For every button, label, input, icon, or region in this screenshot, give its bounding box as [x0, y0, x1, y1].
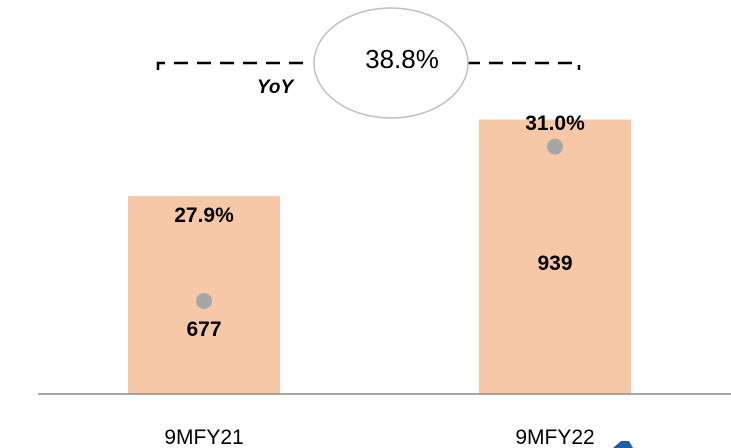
bar-9MFY22 [479, 119, 631, 394]
margin-label-9MFY21: 27.9% [174, 204, 234, 227]
yoy-label: YoY [257, 77, 296, 98]
x-tick-label-9MFY22: 9MFY22 [515, 426, 594, 448]
margin-marker-9MFY22 [547, 138, 563, 155]
yoy-growth-bubble [313, 7, 469, 119]
bars-layer [128, 119, 631, 394]
x-tick-label-9MFY21: 9MFY21 [164, 426, 243, 448]
yoy-bracket-right [466, 61, 581, 70]
yoy-growth-value: 38.8% [365, 44, 439, 74]
yoy-bracket-left [156, 61, 312, 70]
bar-value-label-9MFY22: 939 [537, 252, 572, 275]
bar-value-label-9MFY21: 677 [186, 318, 221, 341]
margin-marker-9MFY21 [196, 293, 212, 309]
margin-label-9MFY22: 31.0% [525, 112, 585, 135]
brand-logo-icon [613, 441, 633, 448]
margin-markers-layer [196, 138, 563, 309]
